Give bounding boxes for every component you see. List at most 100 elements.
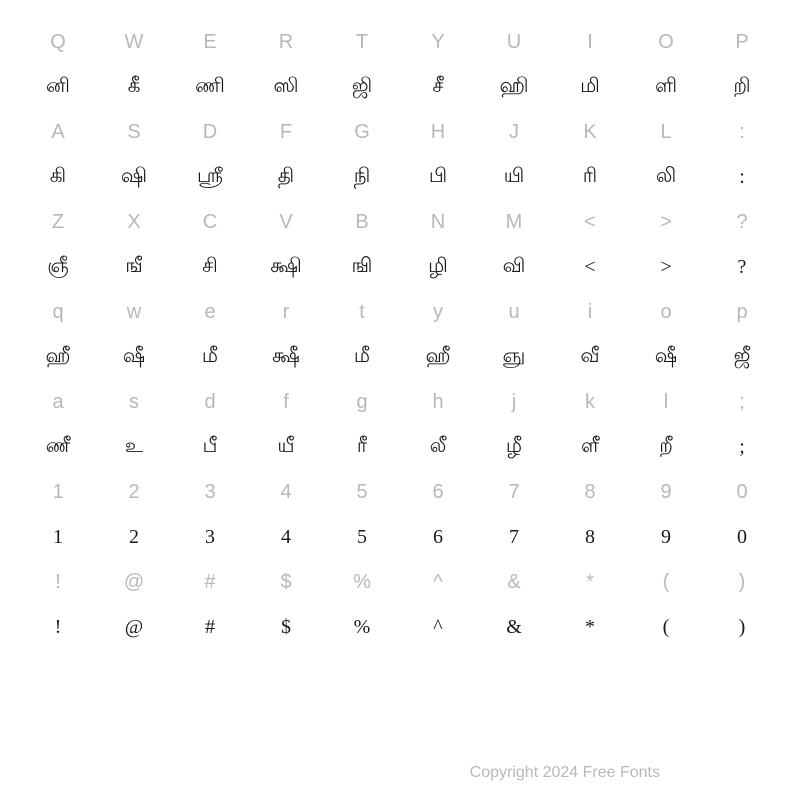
- key-label-cell: 9: [628, 470, 704, 515]
- glyph-cell: கீ: [96, 65, 172, 110]
- key-label-cell: V: [248, 200, 324, 245]
- glyph-cell: #: [172, 605, 248, 650]
- glyph-cell: ஙி: [324, 245, 400, 290]
- glyph-cell: சீ: [400, 65, 476, 110]
- key-label-cell: Y: [400, 20, 476, 65]
- key-label-cell: ): [704, 560, 780, 605]
- glyph-cell: *: [552, 605, 628, 650]
- key-label-cell: M: [476, 200, 552, 245]
- glyph-cell: 3: [172, 515, 248, 560]
- key-label-cell: l: [628, 380, 704, 425]
- glyph-cell: ளீ: [552, 425, 628, 470]
- glyph-cell: நி: [324, 155, 400, 200]
- glyph-cell: ஷீ: [628, 335, 704, 380]
- key-label-cell: 1: [20, 470, 96, 515]
- key-label-cell: ;: [704, 380, 780, 425]
- glyph-cell: னி: [20, 65, 96, 110]
- glyph-cell: லி: [628, 155, 704, 200]
- key-label-cell: ^: [400, 560, 476, 605]
- key-label-cell: &: [476, 560, 552, 605]
- key-label-cell: @: [96, 560, 172, 605]
- key-label-cell: :: [704, 110, 780, 155]
- key-label-cell: !: [20, 560, 96, 605]
- glyph-cell: ;: [704, 425, 780, 470]
- key-label-cell: k: [552, 380, 628, 425]
- glyph-cell: லீ: [400, 425, 476, 470]
- key-label-cell: 6: [400, 470, 476, 515]
- key-label-cell: ?: [704, 200, 780, 245]
- key-label-cell: i: [552, 290, 628, 335]
- glyph-cell: ஷீ: [96, 335, 172, 380]
- glyph-cell: ஹீ: [20, 335, 96, 380]
- glyph-cell: சி: [172, 245, 248, 290]
- glyph-cell: $: [248, 605, 324, 650]
- key-label-cell: I: [552, 20, 628, 65]
- key-label-cell: h: [400, 380, 476, 425]
- glyph-cell: ஸி: [248, 65, 324, 110]
- key-label-cell: a: [20, 380, 96, 425]
- glyph-cell: ரி: [552, 155, 628, 200]
- key-label-cell: 4: [248, 470, 324, 515]
- glyph-cell: ஞீ: [20, 245, 96, 290]
- glyph-cell: ணீ: [20, 425, 96, 470]
- key-label-cell: $: [248, 560, 324, 605]
- key-label-cell: A: [20, 110, 96, 155]
- key-label-cell: 0: [704, 470, 780, 515]
- glyph-cell: (: [628, 605, 704, 650]
- key-label-cell: H: [400, 110, 476, 155]
- key-label-cell: s: [96, 380, 172, 425]
- glyph-cell: 4: [248, 515, 324, 560]
- glyph-cell: ஹி: [476, 65, 552, 110]
- key-label-cell: u: [476, 290, 552, 335]
- glyph-cell: ஞு: [476, 335, 552, 380]
- key-label-cell: <: [552, 200, 628, 245]
- key-label-cell: C: [172, 200, 248, 245]
- key-label-cell: N: [400, 200, 476, 245]
- key-label-cell: %: [324, 560, 400, 605]
- glyph-cell: ழி: [400, 245, 476, 290]
- glyph-cell: 1: [20, 515, 96, 560]
- glyph-cell: >: [628, 245, 704, 290]
- key-label-cell: Z: [20, 200, 96, 245]
- key-label-cell: X: [96, 200, 172, 245]
- key-label-cell: g: [324, 380, 400, 425]
- key-label-cell: G: [324, 110, 400, 155]
- key-label-cell: R: [248, 20, 324, 65]
- key-label-cell: P: [704, 20, 780, 65]
- glyph-cell: 9: [628, 515, 704, 560]
- key-label-cell: j: [476, 380, 552, 425]
- glyph-cell: ஙீ: [96, 245, 172, 290]
- glyph-cell: ஶ்ரீ: [172, 155, 248, 200]
- glyph-cell: @: [96, 605, 172, 650]
- glyph-cell: ): [704, 605, 780, 650]
- key-label-cell: U: [476, 20, 552, 65]
- glyph-cell: &: [476, 605, 552, 650]
- glyph-cell: 6: [400, 515, 476, 560]
- glyph-cell: மீ: [324, 335, 400, 380]
- glyph-cell: தி: [248, 155, 324, 200]
- glyph-cell: 7: [476, 515, 552, 560]
- glyph-cell: 5: [324, 515, 400, 560]
- key-label-cell: L: [628, 110, 704, 155]
- glyph-cell: பி: [400, 155, 476, 200]
- key-label-cell: O: [628, 20, 704, 65]
- key-label-cell: p: [704, 290, 780, 335]
- key-label-cell: 2: [96, 470, 172, 515]
- glyph-cell: றீ: [628, 425, 704, 470]
- key-label-cell: 5: [324, 470, 400, 515]
- glyph-cell: ஜீ: [704, 335, 780, 380]
- copyright-text: Copyright 2024 Free Fonts: [470, 764, 660, 782]
- key-label-cell: K: [552, 110, 628, 155]
- key-label-cell: S: [96, 110, 172, 155]
- key-label-cell: W: [96, 20, 172, 65]
- glyph-cell: மி: [552, 65, 628, 110]
- key-label-cell: T: [324, 20, 400, 65]
- key-label-cell: y: [400, 290, 476, 335]
- glyph-cell: மீ: [172, 335, 248, 380]
- key-label-cell: 8: [552, 470, 628, 515]
- glyph-cell: பீ: [172, 425, 248, 470]
- glyph-cell: <: [552, 245, 628, 290]
- glyph-cell: %: [324, 605, 400, 650]
- glyph-cell: ழீ: [476, 425, 552, 470]
- glyph-cell: ளி: [628, 65, 704, 110]
